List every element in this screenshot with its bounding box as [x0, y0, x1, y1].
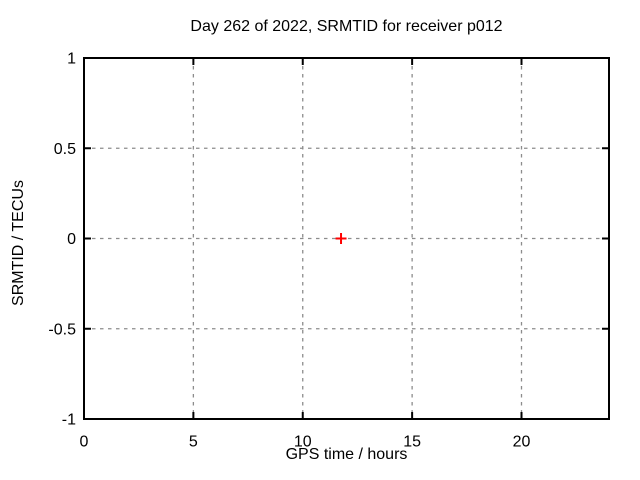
- y-tick-label: -0.5: [48, 321, 76, 338]
- x-tick-label: 10: [294, 433, 312, 450]
- x-tick-label: 20: [513, 433, 531, 450]
- x-tick-label: 0: [80, 433, 89, 450]
- x-tick-label: 5: [189, 433, 198, 450]
- y-tick-label: -1: [62, 412, 76, 429]
- x-axis-label: GPS time / hours: [285, 446, 408, 463]
- y-tick-label: 0: [67, 231, 76, 248]
- x-tick-label: 15: [403, 433, 421, 450]
- y-tick-label: 1: [67, 51, 76, 68]
- chart-title: Day 262 of 2022, SRMTID for receiver p01…: [190, 18, 503, 35]
- y-tick-label: 0.5: [54, 141, 76, 158]
- y-axis-label: SRMTID / TECUs: [10, 180, 27, 306]
